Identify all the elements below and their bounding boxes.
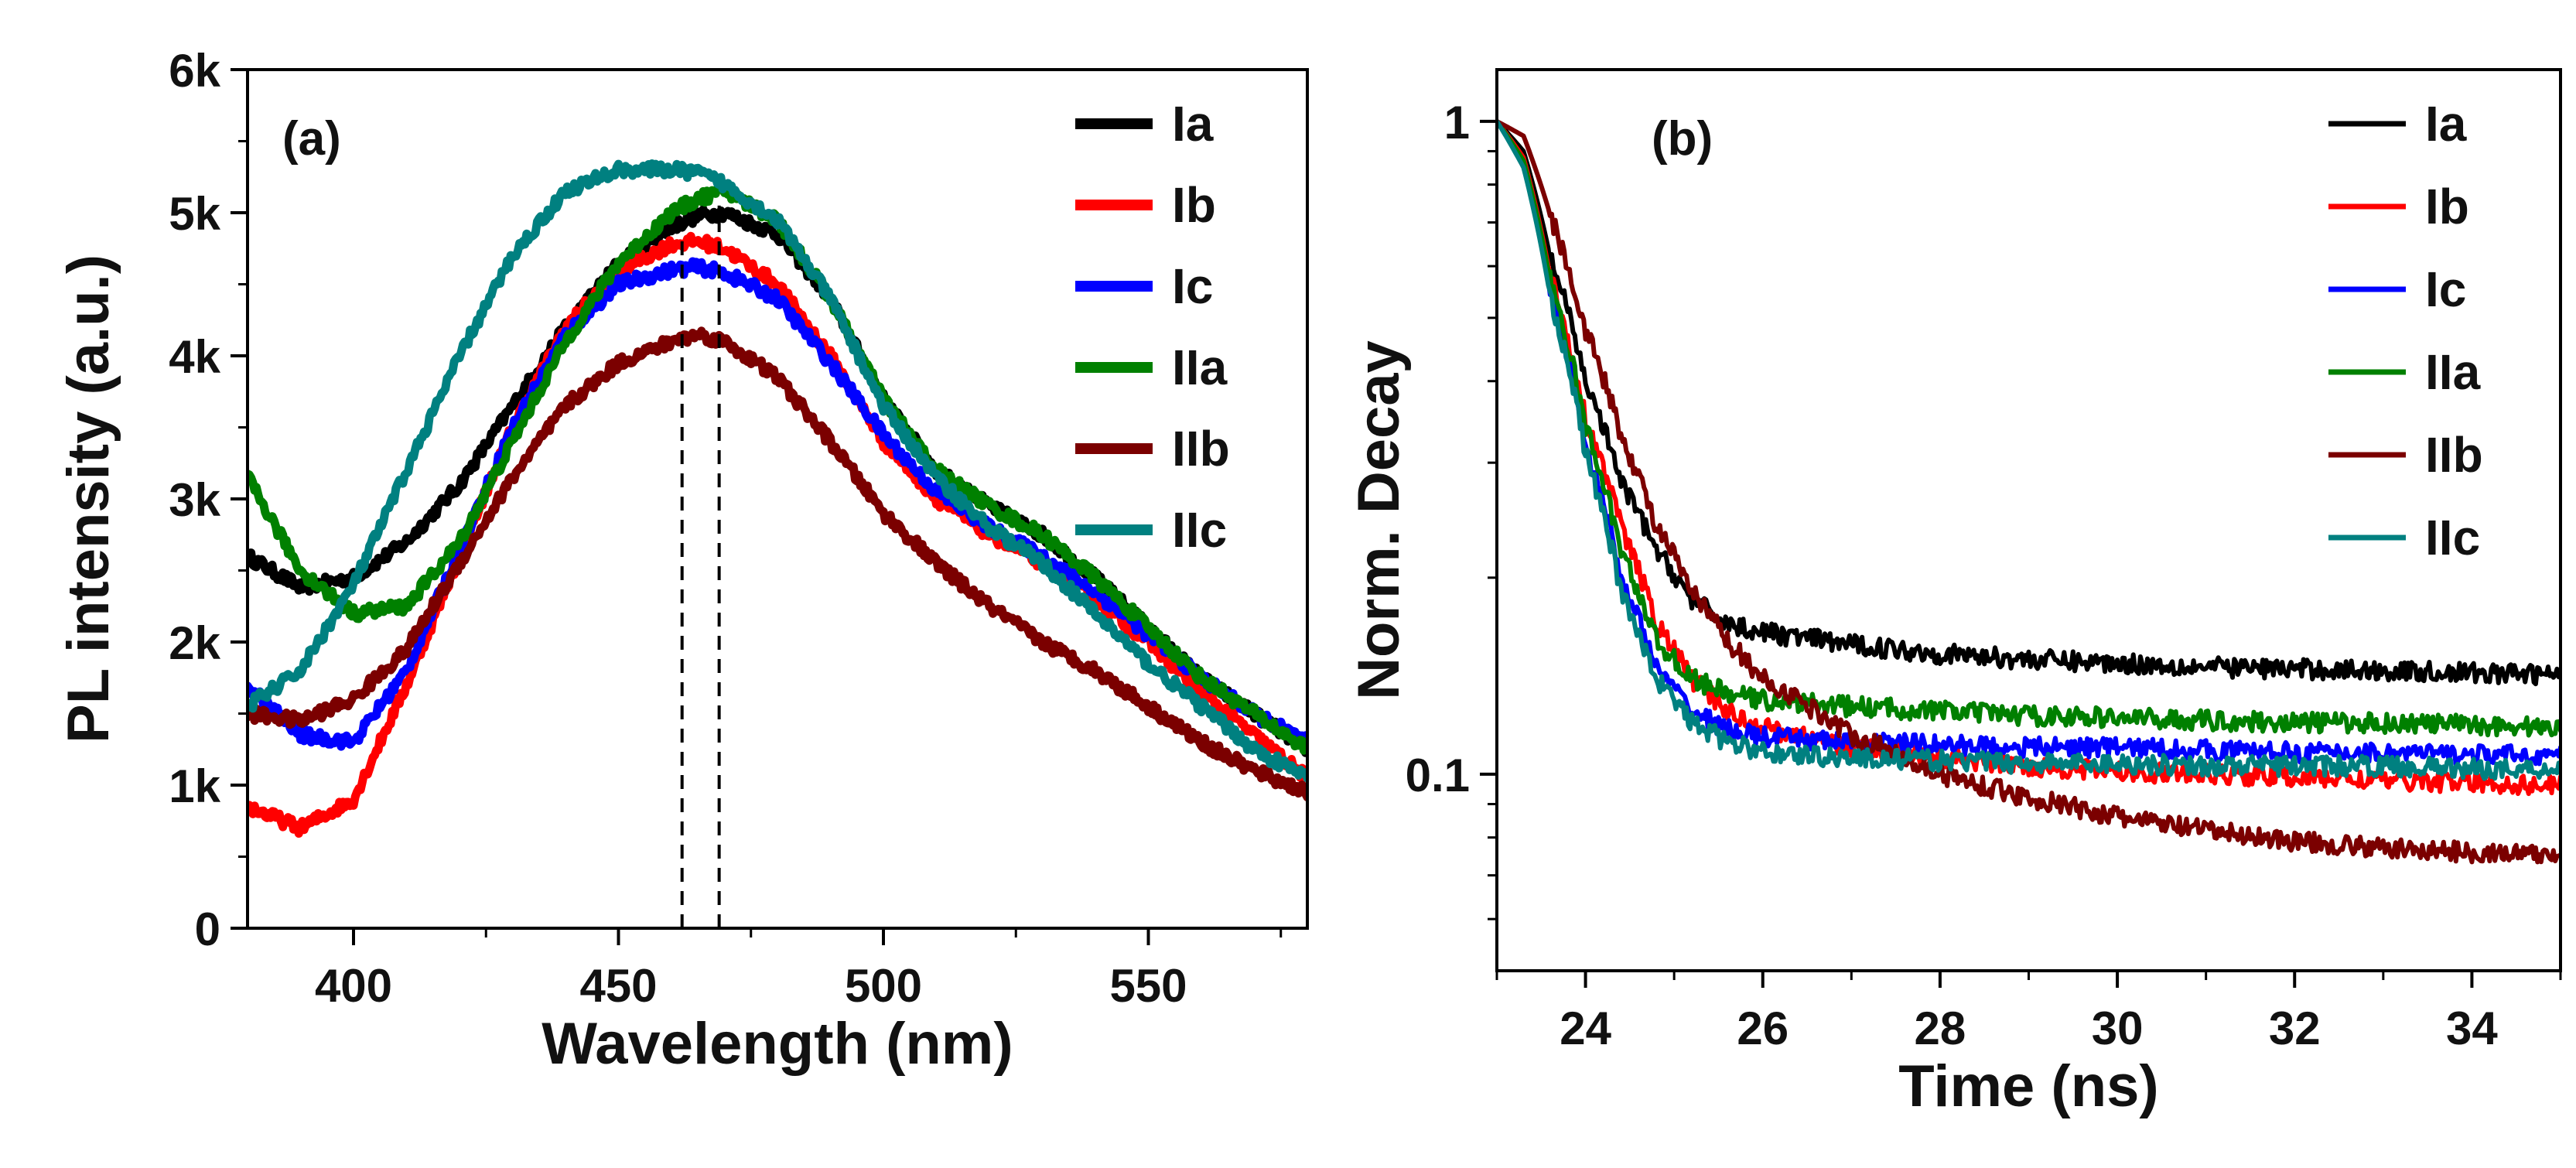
series-line-ib: [1497, 118, 2561, 797]
legend-label-iib: IIb: [2425, 427, 2483, 483]
x-axis-title: Time (ns): [1898, 1054, 2158, 1119]
y-tick-label: 0: [195, 903, 220, 955]
legend-label-iib: IIb: [1172, 421, 1230, 476]
y-tick-label: 1: [1444, 97, 1470, 149]
series-line-iic: [1497, 118, 2561, 781]
y-tick-label: 0.1: [1406, 750, 1470, 801]
y-tick-label: 2k: [169, 617, 220, 669]
series-line-iic: [248, 159, 1307, 783]
legend-label-iia: IIa: [1172, 340, 1228, 395]
legend-label-iia: IIa: [2425, 344, 2481, 400]
series-line-iib: [1497, 118, 2561, 865]
series-line-iia: [1497, 118, 2561, 738]
y-tick-label: 1k: [169, 760, 220, 812]
legend-label-ia: Ia: [2425, 96, 2467, 152]
x-tick-label: 550: [1109, 960, 1187, 1012]
legend-label-ia: Ia: [1172, 96, 1214, 152]
series-line-ic: [248, 257, 1307, 751]
legend-label-iic: IIc: [2425, 510, 2480, 565]
y-axis-title: Norm. Decay: [1346, 340, 1412, 700]
x-tick-label: 32: [2269, 1002, 2321, 1054]
series-line-iib: [248, 326, 1307, 802]
x-axis-title: Wavelength (nm): [542, 1011, 1013, 1077]
x-tick-label: 28: [1915, 1002, 1966, 1054]
legend-label-ic: Ic: [2425, 261, 2466, 317]
x-tick-label: 500: [845, 960, 922, 1012]
x-tick-label: 26: [1737, 1002, 1789, 1054]
y-tick-label: 6k: [169, 45, 220, 97]
x-tick-label: 450: [579, 960, 657, 1012]
plot-frame: [246, 68, 1309, 930]
legend-label-ib: Ib: [2425, 179, 2469, 234]
panel-b: 24 26 28 30 32 34 0.1 1 Time (ns) Norm. Decay (b) I…: [1346, 68, 2562, 1119]
y-tick-label: 3k: [169, 474, 220, 526]
x-tick-label: 34: [2446, 1002, 2498, 1054]
x-tick-label: 30: [2092, 1002, 2144, 1054]
panel-label: (b): [1652, 112, 1713, 166]
x-tick-label: 400: [315, 960, 392, 1012]
y-axis-title: PL intensity (a.u.): [56, 254, 121, 743]
legend-label-iic: IIc: [1172, 502, 1227, 558]
series-line-ia: [1497, 118, 2561, 687]
panel-label: (a): [282, 112, 341, 166]
panel-a: 400 450 500 550 0 1k 2k 3k 4k 5k 6k Wavelength (nm)…: [56, 45, 1309, 1077]
y-tick-label: 5k: [169, 188, 220, 240]
legend-label-ib: Ib: [1172, 177, 1216, 233]
legend-label-ic: Ic: [1172, 258, 1213, 314]
series-group: [248, 159, 1307, 838]
y-tick-label: 4k: [169, 331, 220, 383]
series-group: [1497, 118, 2561, 865]
x-tick-label: 24: [1560, 1002, 1611, 1054]
